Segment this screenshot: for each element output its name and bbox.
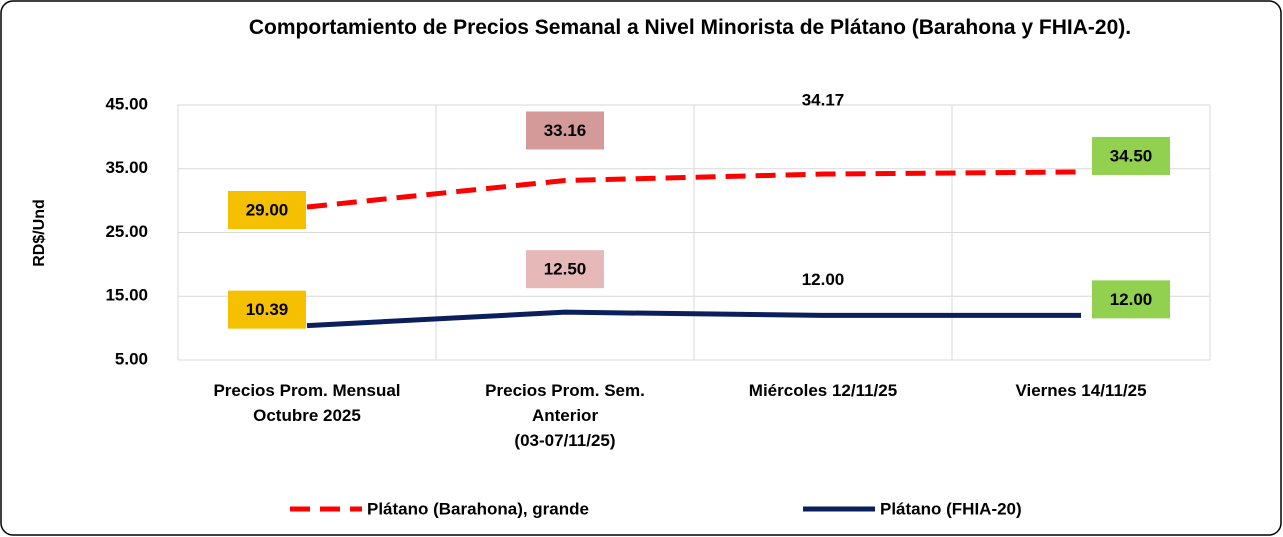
x-tick-label: Precios Prom. Sem. Anterior (03-07/11/25… [485,381,645,450]
line-series [306,169,1082,210]
data-label: 12.00 [1110,290,1153,309]
x-tick-label: Miércoles 12/11/25 [748,381,898,400]
y-tick-label: 5.00 [115,349,148,368]
data-label: 29.00 [246,200,289,219]
x-tick-label: Viernes 14/11/25 [1015,381,1147,400]
data-label-box [1092,280,1170,319]
y-tick-label: 45.00 [105,94,148,113]
data-label: 12.00 [802,270,845,289]
data-label: 10.39 [246,300,289,319]
y-tick-label: 25.00 [105,222,148,241]
data-label: 34.50 [1110,146,1153,165]
legend-label: Plátano (Barahona), grande [367,499,589,518]
y-tick-label: 15.00 [105,286,148,305]
data-label-box [1092,136,1170,175]
y-axis-label: RD$/Und [31,199,48,267]
data-label-box [228,191,306,229]
x-tick-label: Precios Prom. Mensual Octubre 2025 [213,381,401,425]
data-label-box [526,111,604,150]
line-series [306,309,1081,329]
data-label: 12.50 [544,260,587,279]
data-label-box [228,290,306,329]
chart-title: Comportamiento de Precios Semanal a Nive… [248,16,1132,39]
data-label: 33.16 [544,121,587,140]
legend-label: Plátano (FHIA-20) [880,499,1022,518]
data-label: 34.17 [802,91,845,110]
data-label-box [526,250,604,289]
y-tick-label: 35.00 [105,158,148,177]
